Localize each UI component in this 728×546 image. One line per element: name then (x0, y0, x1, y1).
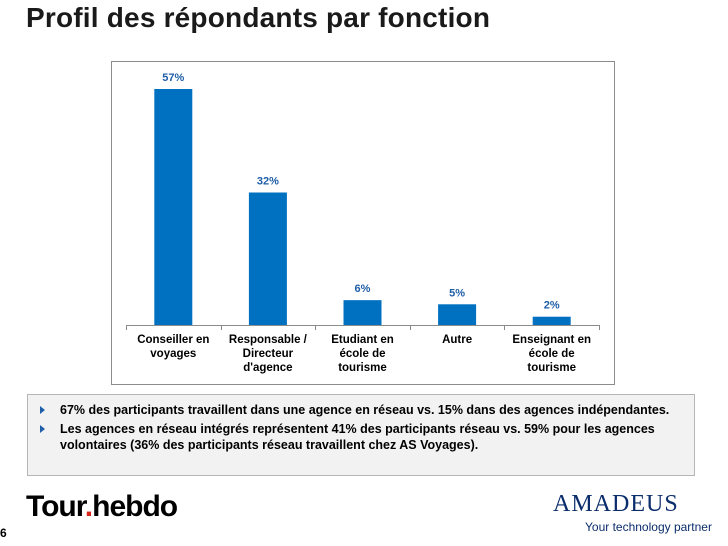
tour-hebdo-logo: Tour.hebdo (26, 490, 178, 524)
note-item: 67% des participants travaillent dans un… (36, 402, 684, 418)
category-label: Etudiant en école de tourisme (331, 334, 394, 374)
notes-list: 67% des participants travaillent dans un… (28, 395, 694, 453)
page-number: 6 (0, 526, 7, 540)
amadeus-logo: amadeus (553, 482, 679, 519)
bar (438, 304, 477, 325)
bullet-arrow-icon (40, 425, 45, 433)
amadeus-tagline: Your technology partner (585, 520, 712, 534)
bullet-arrow-icon (40, 406, 45, 414)
notes-box: 67% des participants travaillent dans un… (27, 394, 695, 476)
bar (532, 316, 571, 325)
bar-value-label: 57% (162, 72, 184, 84)
page-title: Profil des répondants par fonction (26, 2, 491, 33)
bar-value-label: 6% (355, 283, 371, 295)
bar (343, 300, 382, 325)
note-text: 67% des participants travaillent dans un… (60, 403, 670, 417)
logo-hebdo-text: hebdo (92, 490, 178, 523)
category-label: Enseignant en école de tourisme (512, 334, 591, 374)
category-label: Responsable / Directeur d'agence (229, 334, 308, 374)
bar (248, 192, 287, 325)
category-label: Autre (442, 334, 472, 346)
note-item: Les agences en réseau intégrés représent… (36, 421, 684, 453)
category-label: Conseiller en voyages (137, 334, 209, 360)
bar-chart: 57% Conseiller en voyages 32% Responsable / D… (126, 72, 600, 374)
logo-tour-text: Tour (26, 490, 86, 523)
bar-value-label: 5% (449, 287, 465, 299)
note-text: Les agences en réseau intégrés représent… (60, 422, 655, 452)
bar-value-label: 32% (257, 176, 279, 188)
bar-value-label: 2% (544, 300, 560, 312)
chart-frame: 57% Conseiller en voyages 32% Responsable / D… (111, 61, 615, 385)
bar (154, 89, 193, 325)
logo-tour-dot: . (84, 490, 93, 523)
